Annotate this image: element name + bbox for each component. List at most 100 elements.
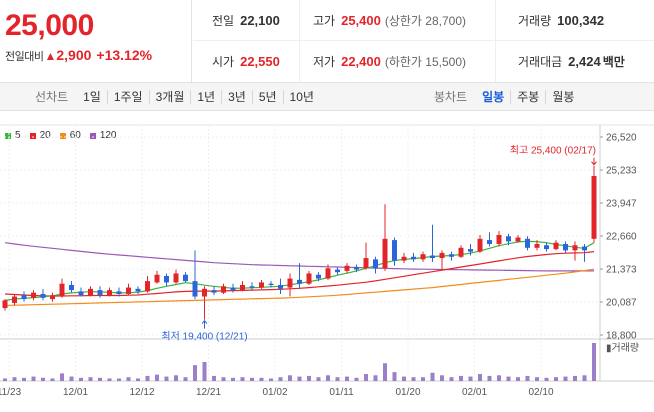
candle-body	[373, 259, 378, 269]
candle-body	[40, 293, 46, 298]
volume-bar	[155, 374, 159, 381]
ma60-line	[4, 268, 595, 307]
tab-monthly[interactable]: 월봉	[545, 90, 580, 104]
candle-body	[173, 273, 179, 283]
legend-ma120[interactable]: 120	[89, 130, 117, 141]
tab-1d[interactable]: 1일	[83, 90, 101, 104]
candle-body	[78, 291, 84, 296]
x-tick-label: 01/20	[395, 387, 420, 398]
candle-body	[154, 274, 160, 283]
candle-body	[249, 286, 255, 288]
candle-body	[534, 243, 540, 248]
price-chart[interactable]: 5 20 60 120 26,520 25,233 23,947 22,660 21,373 2…	[0, 111, 654, 412]
volume-bar	[60, 373, 64, 381]
legend-label: 120	[99, 130, 117, 141]
amount-unit: 백만	[602, 55, 625, 69]
legend-swatch	[89, 132, 96, 139]
stat-label: 저가	[313, 55, 336, 69]
stat-value: 100,342	[557, 13, 605, 28]
volume-bar	[345, 376, 349, 381]
change-label: 전일대비	[5, 51, 44, 63]
candle-body	[297, 279, 302, 284]
tab-1y[interactable]: 1년	[190, 90, 221, 104]
candle-body	[69, 284, 74, 291]
tab-candle-chart[interactable]: 봉차트	[434, 90, 468, 104]
stat-high: 고가 25,400 (상한가 28,700)	[300, 0, 496, 41]
current-price: 25,000	[5, 9, 94, 42]
volume-bar	[41, 377, 45, 381]
volume-bar	[402, 376, 406, 381]
candle-body	[506, 236, 511, 242]
volume-bar	[516, 377, 520, 381]
ma-legend: 5 20 60 120	[5, 130, 126, 141]
legend-label: 5	[15, 130, 21, 141]
candle-body	[572, 245, 578, 251]
tab-3y[interactable]: 3년	[221, 90, 252, 104]
volume-bar	[278, 377, 283, 381]
candle-body	[107, 290, 112, 296]
tab-5y[interactable]: 5년	[251, 90, 283, 104]
candle-body	[230, 287, 236, 291]
price-change-row: 전일대비▲2,900 +13.12%	[5, 47, 152, 65]
volume-bar	[421, 377, 425, 381]
stat-prev-close: 전일 22,100	[193, 0, 300, 41]
volume-bar	[269, 378, 273, 381]
volume-bar	[212, 375, 216, 381]
x-tick-label: 01/02	[262, 387, 287, 398]
candle-body	[354, 267, 359, 270]
candle-body	[439, 252, 445, 259]
legend-swatch	[59, 132, 66, 139]
candle-body	[392, 240, 397, 261]
volume-bar	[50, 378, 55, 381]
y-tick-label: 23,947	[606, 199, 637, 210]
volume-bar	[449, 377, 454, 381]
candle-body	[449, 254, 454, 257]
volume-bar	[307, 375, 311, 381]
candle-tabs: 봉차트 일봉 주봉 월봉	[428, 83, 580, 111]
volume-bar	[240, 377, 245, 381]
change-rate: +13.12%	[96, 47, 153, 63]
volume-bar	[335, 377, 340, 381]
volume-bar	[544, 377, 549, 381]
tab-line-chart[interactable]: 선차트	[35, 90, 69, 104]
legend-ma60[interactable]: 60	[59, 130, 81, 141]
volume-bar	[440, 375, 444, 381]
x-tick-label: 02/10	[528, 387, 553, 398]
volume-bar	[554, 377, 558, 381]
candle-body	[240, 284, 245, 291]
volume-bar	[98, 377, 102, 381]
lower-limit: (하한가 15,500)	[384, 55, 467, 69]
stat-row: 전일 22,100 고가 25,400 (상한가 28,700) 거래량 100,342	[193, 0, 654, 41]
tab-1w[interactable]: 1주일	[106, 90, 149, 104]
candlestick-chart-svg[interactable]: 26,520 25,233 23,947 22,660 21,373 20,087 18,8…	[0, 111, 654, 412]
volume-bar	[136, 378, 140, 381]
legend-ma5[interactable]: 5	[5, 130, 21, 141]
upper-limit: (상한가 28,700)	[384, 14, 467, 28]
volume-bar	[392, 372, 397, 381]
candle-body	[458, 247, 464, 257]
candle-body	[31, 292, 36, 298]
volume-bar	[297, 376, 302, 381]
stat-value: 2,424	[568, 54, 601, 69]
candle-body	[316, 274, 321, 279]
volume-bar	[288, 375, 292, 381]
volume-bar	[193, 365, 197, 381]
volume-bar	[316, 377, 321, 381]
volume-bar	[22, 377, 26, 381]
volume-bar	[487, 375, 492, 381]
candle-body	[515, 237, 521, 242]
candle-body	[21, 295, 27, 300]
candle-body	[335, 269, 340, 273]
tab-daily[interactable]: 일봉	[482, 90, 505, 104]
tab-weekly[interactable]: 주봉	[510, 90, 545, 104]
stat-volume: 거래량 100,342	[496, 0, 654, 41]
volume-bar	[117, 378, 121, 381]
candle-body	[202, 288, 207, 297]
stat-label: 거래량	[518, 14, 552, 28]
candle-body	[50, 295, 55, 300]
candle-body	[525, 238, 530, 248]
tab-3m[interactable]: 3개월	[148, 90, 191, 104]
legend-ma20[interactable]: 20	[29, 130, 51, 141]
x-tick-label: 12/12	[129, 387, 154, 398]
tab-10y[interactable]: 10년	[282, 90, 320, 104]
